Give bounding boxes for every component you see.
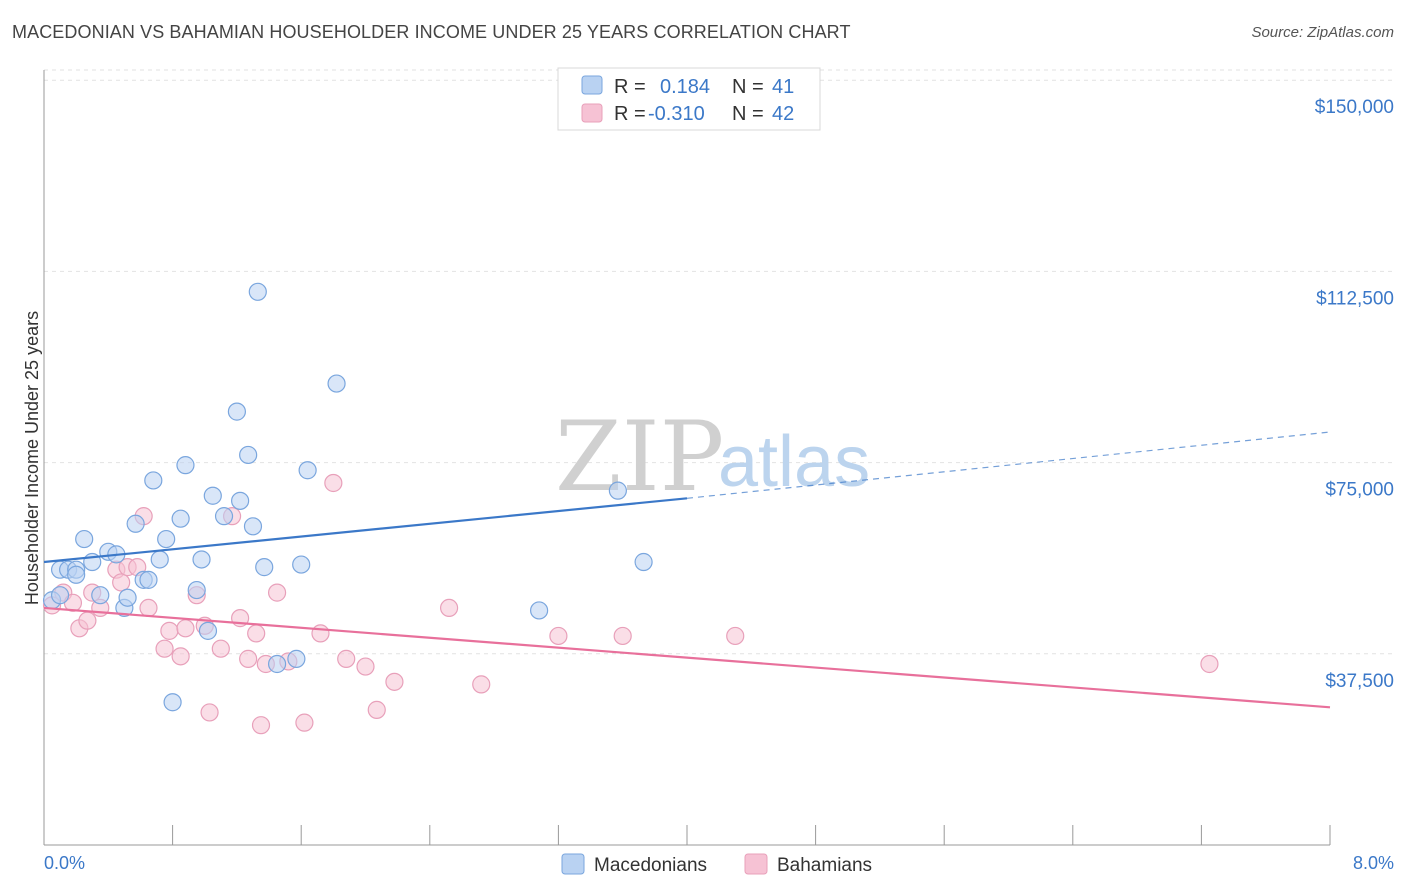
point-macedonian: [144, 471, 163, 490]
point-bahamian: [171, 647, 190, 666]
point-macedonian: [327, 374, 346, 393]
point-macedonian: [157, 529, 176, 549]
point-bahamian: [160, 621, 179, 640]
point-macedonian: [126, 514, 145, 533]
point-macedonian: [176, 456, 195, 475]
trend-lines: [43, 431, 1331, 709]
y-tick-label: $150,000: [1315, 97, 1394, 118]
point-macedonian: [118, 588, 137, 607]
point-bahamian: [78, 611, 97, 630]
point-macedonian: [50, 586, 70, 605]
point-bahamian: [239, 649, 258, 668]
watermark-zip: ZIP: [555, 401, 724, 513]
point-macedonian: [267, 654, 287, 674]
point-macedonian: [292, 555, 311, 574]
point-macedonian: [227, 402, 246, 421]
trend-macedonians-extension: [686, 431, 1331, 499]
legend-r-label-2: R =: [614, 103, 646, 125]
y-tick-labels: $37,500 $75,000 $112,500 $150,000: [1315, 97, 1394, 692]
point-macedonian: [150, 550, 169, 569]
point-bahamian: [247, 624, 266, 643]
point-macedonian: [67, 565, 86, 584]
point-macedonian: [171, 509, 190, 528]
point-macedonian: [239, 445, 258, 465]
point-macedonian: [214, 507, 234, 526]
y-tick-label: $37,500: [1325, 671, 1394, 692]
point-bahamian: [356, 657, 375, 676]
point-macedonian: [634, 552, 653, 572]
point-bahamian: [112, 573, 131, 592]
point-bahamian: [385, 672, 404, 691]
y-axis-label: Householder Income Under 25 years: [22, 311, 42, 605]
legend-r-value-1: 0.184: [660, 76, 710, 98]
point-bahamian: [311, 624, 330, 643]
point-bahamian: [324, 473, 343, 493]
point-bahamian: [367, 700, 386, 719]
point-macedonian: [91, 586, 110, 605]
point-bahamian: [211, 639, 230, 658]
x-tick-marks: [43, 825, 1331, 845]
point-bahamian: [200, 703, 219, 722]
point-bahamian: [549, 626, 568, 646]
source-credit: Source: ZipAtlas.com: [1251, 24, 1394, 41]
point-macedonian: [163, 693, 182, 712]
point-macedonian: [298, 461, 317, 480]
x-tick-label-first: 0.0%: [44, 853, 85, 873]
legend-bahamians-label: Bahamians: [777, 855, 872, 876]
point-bahamian: [139, 598, 158, 618]
chart-title: MACEDONIAN VS BAHAMIAN HOUSEHOLDER INCOM…: [12, 22, 851, 42]
gridlines: [44, 69, 1394, 655]
point-bahamian: [613, 626, 632, 646]
point-macedonian: [75, 529, 94, 549]
correlation-legend: R = 0.184 N = 41 R = -0.310 N = 42: [557, 67, 821, 131]
point-bahamian: [337, 649, 356, 668]
legend-swatch-pink: [581, 103, 603, 123]
series-legend: Macedonians Bahamians: [561, 853, 872, 876]
point-bahamian: [726, 626, 745, 646]
legend-swatch-blue: [581, 75, 603, 95]
point-bahamian: [267, 583, 287, 602]
point-bahamian: [295, 713, 314, 732]
series-macedonians: [42, 282, 653, 712]
watermark: ZIP atlas: [555, 401, 870, 513]
point-macedonian: [192, 550, 211, 569]
point-bahamian: [155, 639, 174, 658]
point-macedonian: [608, 481, 627, 500]
legend-r-label-1: R =: [614, 76, 646, 98]
legend-bahamians-swatch: [744, 853, 768, 875]
point-macedonian: [530, 601, 549, 620]
point-bahamian: [472, 675, 491, 694]
y-tick-label: $75,000: [1325, 480, 1394, 501]
point-bahamian: [439, 598, 459, 618]
point-macedonian: [203, 486, 222, 505]
point-macedonian: [187, 580, 206, 600]
point-macedonian: [248, 282, 267, 301]
series-bahamians: [42, 473, 1219, 735]
legend-n-value-1: 41: [772, 76, 794, 98]
x-tick-label-last: 8.0%: [1353, 853, 1394, 873]
legend-n-value-2: 42: [772, 103, 794, 125]
trend-macedonians: [43, 497, 688, 564]
point-macedonian: [198, 621, 218, 640]
legend-n-label-1: N =: [732, 76, 764, 98]
point-macedonian: [231, 491, 250, 510]
trend-bahamians: [43, 606, 1331, 709]
point-macedonian: [243, 517, 263, 536]
point-macedonian: [287, 649, 306, 668]
legend-macedonians-swatch: [561, 853, 585, 875]
point-bahamian: [176, 619, 195, 638]
watermark-atlas: atlas: [718, 422, 870, 502]
legend-r-value-2: -0.310: [648, 103, 705, 125]
point-bahamian: [251, 716, 271, 735]
point-macedonian: [255, 558, 274, 577]
legend-n-label-2: N =: [732, 103, 764, 125]
point-macedonian: [139, 570, 158, 589]
point-bahamian: [1200, 654, 1219, 674]
legend-macedonians-label: Macedonians: [594, 855, 707, 876]
y-tick-label: $112,500: [1316, 288, 1394, 309]
